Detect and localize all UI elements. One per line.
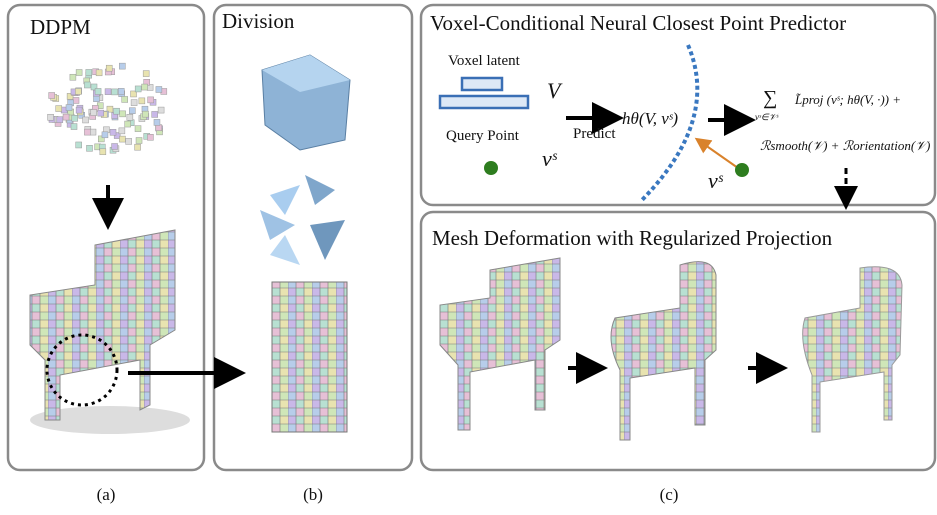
voxel — [66, 93, 74, 100]
voxel — [129, 107, 136, 114]
caption: (a) — [97, 485, 116, 504]
voxel — [86, 145, 93, 152]
voxel — [109, 129, 117, 136]
voxel — [121, 96, 128, 103]
voxel — [147, 134, 154, 141]
voxel — [71, 114, 79, 122]
voxel — [75, 106, 83, 114]
label: Query Point — [446, 128, 520, 144]
voxel — [134, 85, 142, 93]
latent-icon — [460, 76, 504, 92]
voxel — [69, 73, 77, 81]
voxel — [111, 88, 118, 96]
tetra-division — [260, 54, 351, 433]
chair-stage-3 — [802, 266, 903, 433]
voxel — [48, 92, 55, 99]
voxel — [111, 143, 118, 150]
panel-b-box — [212, 3, 414, 472]
function: hθ(V, vˢ) — [622, 109, 678, 128]
voxel — [101, 131, 109, 139]
voxel — [90, 109, 97, 116]
panel-title: Division — [222, 9, 295, 33]
voxel — [99, 148, 107, 156]
panel-title: Mesh Deformation with Regularized Projec… — [432, 226, 833, 250]
target-point — [735, 163, 749, 177]
voxel — [56, 116, 64, 123]
voxel — [84, 128, 91, 136]
voxel — [157, 106, 165, 114]
voxel — [85, 69, 93, 76]
voxel — [97, 109, 104, 117]
voxel — [142, 70, 150, 77]
voxel — [141, 83, 148, 91]
voxel — [95, 69, 103, 77]
voxel — [89, 128, 97, 136]
caption: (b) — [303, 485, 323, 504]
projection-arrow — [694, 137, 739, 169]
voxel — [126, 114, 134, 121]
voxel — [117, 88, 125, 95]
voxel — [125, 138, 132, 145]
voxel — [118, 127, 126, 135]
label: Predict — [573, 126, 616, 142]
voxel — [130, 99, 138, 106]
panel-title: Voxel-Conditional Neural Closest Point P… — [430, 11, 846, 35]
voxel-chair — [29, 229, 190, 434]
chair-stage-2 — [610, 261, 717, 441]
voxel — [134, 143, 141, 151]
voxel — [93, 95, 100, 102]
voxel — [119, 62, 126, 70]
voxel — [75, 69, 83, 76]
voxel — [155, 86, 163, 93]
voxel — [147, 96, 154, 104]
voxel — [151, 111, 158, 118]
voxel — [75, 141, 82, 149]
caption: (c) — [660, 485, 679, 504]
voxel — [72, 97, 80, 104]
voxel — [119, 135, 126, 143]
voxel — [62, 113, 70, 121]
voxel — [106, 105, 114, 113]
voxel — [104, 88, 112, 95]
voxel — [94, 88, 102, 95]
math: ∑ — [763, 87, 777, 109]
symbol: vˢ — [708, 168, 724, 193]
voxel — [47, 113, 54, 121]
voxel — [113, 132, 121, 139]
voxel — [82, 116, 89, 124]
voxel — [84, 81, 91, 89]
chair-stage-1 — [439, 257, 561, 431]
label: Voxel latent — [448, 53, 521, 69]
query-point — [484, 161, 498, 175]
voxel — [142, 110, 149, 118]
voxel — [124, 120, 131, 128]
voxel — [98, 135, 105, 143]
surface — [640, 44, 700, 202]
math: L̃proj (vˢ; hθ(V, ·)) + — [794, 92, 901, 107]
symbol: V — [547, 78, 563, 103]
voxel — [55, 105, 62, 112]
voxel — [70, 123, 78, 130]
voxel — [65, 104, 73, 111]
panel-title: DDPM — [30, 15, 91, 39]
math: vˢ∈𝒱ˢ — [755, 112, 780, 122]
symbol: vˢ — [542, 146, 558, 171]
voxel — [130, 90, 137, 98]
voxel — [119, 110, 126, 118]
voxel — [105, 64, 113, 72]
voxel — [135, 137, 143, 144]
voxel — [113, 107, 120, 115]
voxel — [75, 88, 82, 95]
latent-icon — [438, 94, 530, 110]
voxel — [138, 97, 146, 105]
voxel — [134, 125, 142, 132]
math: ℛsmooth(𝒱) + ℛorientation(𝒱) — [760, 138, 930, 153]
panel-c-top-box — [419, 3, 937, 207]
voxel — [153, 119, 161, 126]
noisy-voxels — [47, 62, 168, 156]
